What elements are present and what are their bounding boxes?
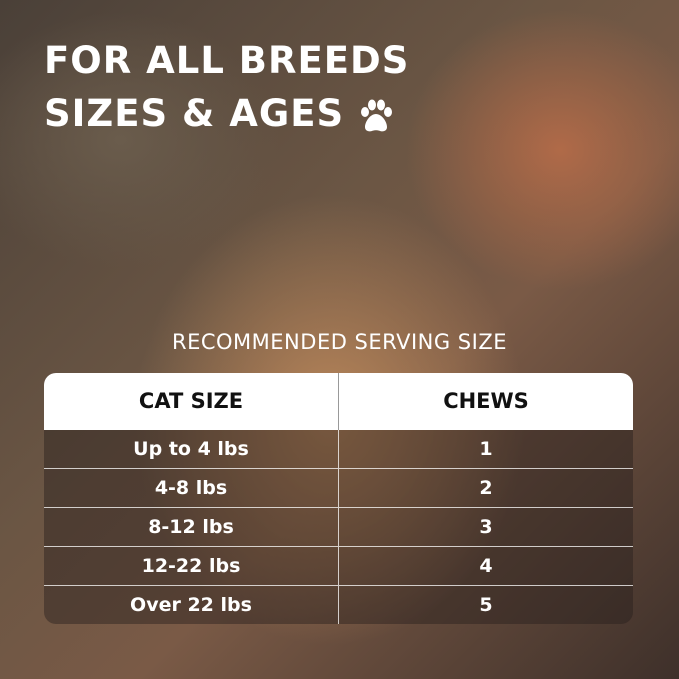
chews-cell: 5: [479, 594, 493, 616]
chews-cell: 1: [479, 438, 493, 460]
table-row: Up to 4 lbs 1: [44, 430, 633, 468]
table-row: 8-12 lbs 3: [44, 507, 633, 546]
cat-size-cell: 4-8 lbs: [44, 469, 339, 507]
paw-icon: [361, 99, 393, 131]
serving-size-table: CAT SIZE CHEWS Up to 4 lbs 1 4-8 lbs 2 8-12 …: [44, 373, 633, 624]
chews-cell: 4: [479, 555, 493, 577]
cat-size-cell: Over 22 lbs: [44, 586, 339, 624]
chews-cell: 3: [479, 516, 493, 538]
table-header: CAT SIZE CHEWS: [44, 373, 633, 430]
headline: FOR ALL BREEDS SIZES & AGES: [44, 34, 409, 140]
cat-size-cell: 12-22 lbs: [44, 547, 339, 585]
headline-line-2: SIZES & AGES: [44, 92, 345, 135]
table-row: Over 22 lbs 5: [44, 585, 633, 624]
chews-cell: 2: [479, 477, 493, 499]
cat-size-cell: Up to 4 lbs: [44, 430, 339, 468]
table-row: 4-8 lbs 2: [44, 468, 633, 507]
table-row: 12-22 lbs 4: [44, 546, 633, 585]
header-cat-size: CAT SIZE: [44, 373, 339, 430]
cat-size-cell: 8-12 lbs: [44, 508, 339, 546]
headline-line-1: FOR ALL BREEDS: [44, 39, 410, 82]
serving-size-title: RECOMMENDED SERVING SIZE: [172, 330, 507, 354]
header-chews: CHEWS: [443, 389, 529, 413]
